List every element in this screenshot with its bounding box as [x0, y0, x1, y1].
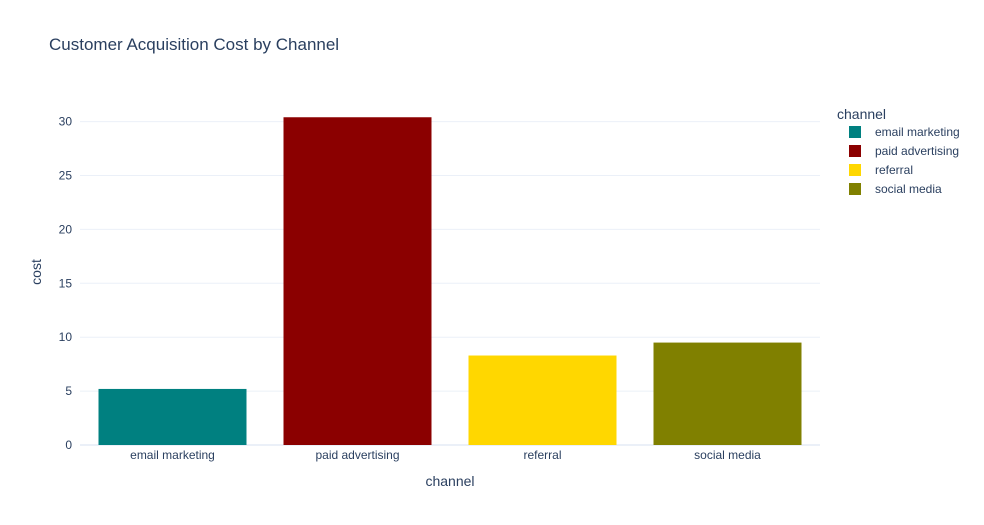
legend-title: channel: [837, 106, 886, 122]
bars: [98, 117, 802, 445]
chart-title: Customer Acquisition Cost by Channel: [49, 35, 339, 54]
y-tick-label: 20: [59, 222, 73, 236]
legend-item-social-media[interactable]: social media: [849, 182, 942, 196]
y-tick-label: 0: [65, 438, 72, 452]
y-tick-label: 15: [59, 276, 73, 290]
x-axis-ticks: email marketing paid advertising referral s…: [130, 448, 761, 462]
bar-referral[interactable]: [468, 355, 617, 445]
y-tick-label: 30: [59, 115, 73, 129]
legend-label: paid advertising: [875, 144, 959, 158]
y-tick-label: 5: [65, 384, 72, 398]
legend-label: email marketing: [875, 125, 960, 139]
legend-swatch: [849, 126, 861, 138]
legend-swatch: [849, 145, 861, 157]
legend-swatch: [849, 164, 861, 176]
y-tick-label: 25: [59, 168, 73, 182]
legend: channel email marketing paid advertising r…: [837, 106, 960, 196]
x-tick-label: referral: [523, 448, 561, 462]
legend-label: social media: [875, 182, 942, 196]
bar-paid-advertising[interactable]: [283, 117, 432, 445]
x-axis-title: channel: [425, 473, 474, 489]
bar-social-media[interactable]: [653, 342, 802, 445]
bar-email-marketing[interactable]: [98, 388, 247, 445]
y-tick-label: 10: [59, 330, 73, 344]
legend-item-paid-advertising[interactable]: paid advertising: [849, 144, 959, 158]
x-tick-label: paid advertising: [315, 448, 399, 462]
legend-label: referral: [875, 163, 913, 177]
x-tick-label: email marketing: [130, 448, 215, 462]
y-axis-ticks: 0 5 10 15 20 25 30: [59, 115, 73, 452]
legend-item-email-marketing[interactable]: email marketing: [849, 125, 960, 139]
y-axis-title: cost: [28, 259, 44, 285]
legend-item-referral[interactable]: referral: [849, 163, 913, 177]
x-tick-label: social media: [694, 448, 761, 462]
legend-swatch: [849, 183, 861, 195]
